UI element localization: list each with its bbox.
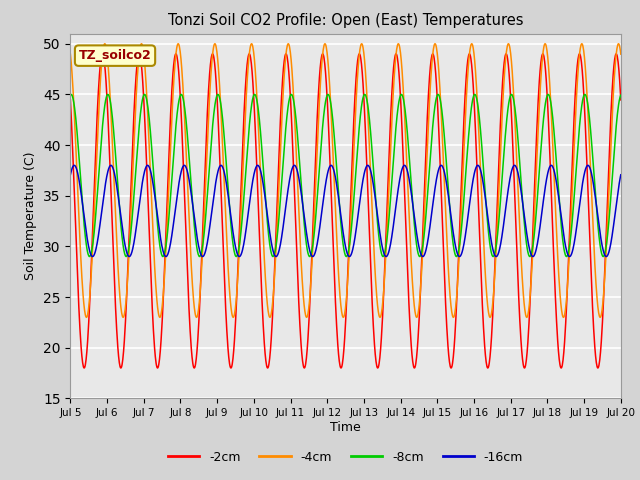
Legend: -2cm, -4cm, -8cm, -16cm: -2cm, -4cm, -8cm, -16cm <box>163 446 528 469</box>
Text: TZ_soilco2: TZ_soilco2 <box>79 49 152 62</box>
X-axis label: Time: Time <box>330 421 361 434</box>
Y-axis label: Soil Temperature (C): Soil Temperature (C) <box>24 152 38 280</box>
Title: Tonzi Soil CO2 Profile: Open (East) Temperatures: Tonzi Soil CO2 Profile: Open (East) Temp… <box>168 13 524 28</box>
